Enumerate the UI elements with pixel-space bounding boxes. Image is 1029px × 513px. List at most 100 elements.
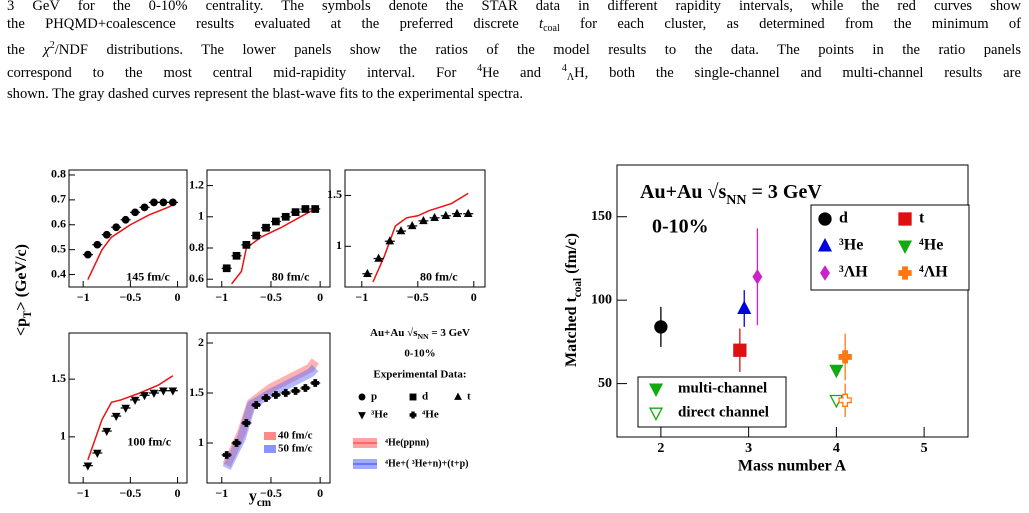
- marker: [363, 268, 372, 277]
- marker: [301, 384, 310, 392]
- marker: [291, 208, 300, 216]
- marker: [838, 393, 852, 407]
- legend-label: d: [839, 210, 848, 227]
- panel: 0.4 0.5 0.6 0.7 0.8 −1 −0.5 0 145 fm/c: [51, 167, 188, 304]
- y-tick-label: 0.7: [51, 192, 66, 206]
- marker: [281, 389, 290, 397]
- x-tick-label: 2: [657, 441, 664, 456]
- marker: [252, 231, 261, 240]
- x-tick-label: 5: [921, 441, 928, 456]
- legend-system: Au+Au √sNN = 3 GeV: [370, 327, 470, 342]
- marker: [130, 396, 140, 405]
- marker: [242, 419, 251, 427]
- chart-title-part: NN: [726, 193, 746, 208]
- caption-text: H, both the single-channel and multi-cha…: [574, 64, 1021, 81]
- marker: [168, 198, 177, 207]
- marker: [242, 241, 251, 249]
- x-axis-label: ycm: [249, 488, 272, 509]
- panel: 1 1.5 2 −1 −0.5 0 40 fm/c50 fm/c: [189, 332, 331, 500]
- marker: [430, 212, 439, 222]
- panel-label: 80 fm/c: [272, 269, 310, 283]
- y-tick-label: 2: [198, 335, 204, 349]
- y-tick-label: 1.5: [189, 385, 204, 399]
- y-axis-label-part: (fm/c): [563, 233, 580, 278]
- marker: [281, 212, 290, 221]
- caption: 3 GeV for the 0-10% centrality. The symb…: [7, 0, 1021, 104]
- marker: [111, 412, 121, 421]
- legend-system-part: Au+Au: [370, 327, 407, 339]
- x-tick-label: 0: [471, 290, 477, 304]
- panel-label: 145 fm/c: [126, 269, 170, 283]
- band-legend-label: 40 fm/c: [278, 430, 313, 442]
- caption-text: 4: [561, 62, 567, 74]
- marker: [454, 392, 462, 400]
- x-axis-label-part: cm: [257, 497, 272, 509]
- model-curve: [231, 208, 316, 285]
- x-tick-label: −0.5: [119, 486, 141, 500]
- y-axis-label-part: Matched t: [563, 297, 580, 367]
- y-axis-label-part: T: [22, 310, 34, 318]
- legend-heading: Experimental Data:: [373, 369, 466, 381]
- caption-text: the PHQMD+coalescence results evaluated …: [7, 15, 540, 32]
- caption-text: 2: [49, 40, 55, 52]
- legend-label: ⁴He: [422, 409, 439, 421]
- marker: [396, 226, 406, 235]
- chart-title-part: √s: [708, 181, 727, 203]
- marker: [733, 343, 747, 357]
- legend-label: ⁴ΛH: [919, 264, 948, 281]
- marker: [897, 240, 913, 254]
- caption-line: the χ2/NDF distributions. The lower pane…: [7, 37, 1021, 60]
- channel-legend-label: direct channel: [678, 404, 769, 420]
- legend-label: p: [371, 391, 377, 403]
- chart-title-part: = 3 GeV: [747, 181, 823, 203]
- marker: [648, 383, 664, 397]
- marker: [140, 203, 149, 212]
- marker: [820, 265, 830, 281]
- marker: [358, 393, 366, 401]
- panel-frame: [206, 169, 331, 288]
- marker: [752, 268, 763, 285]
- marker: [838, 350, 852, 364]
- marker: [159, 198, 168, 207]
- legend-label: ³ΛH: [839, 264, 868, 281]
- marker: [252, 401, 261, 409]
- marker: [272, 391, 280, 399]
- caption-text: for each cluster, as determined from the…: [559, 15, 1021, 32]
- marker: [898, 212, 912, 226]
- x-tick-label: 0: [175, 486, 181, 500]
- caption-line: the PHQMD+coalescence results evaluated …: [7, 16, 1021, 38]
- model-band: [222, 364, 319, 470]
- legend-label: ³He: [371, 409, 388, 421]
- y-tick-label: 0.6: [51, 217, 66, 231]
- marker: [93, 240, 102, 249]
- x-axis-label: Mass number A: [738, 458, 847, 475]
- marker: [452, 208, 462, 217]
- caption-text: 4: [477, 62, 483, 74]
- x-tick-label: 0: [317, 290, 323, 304]
- x-tick-label: −1: [215, 290, 228, 304]
- marker: [409, 393, 417, 401]
- marker: [419, 215, 428, 225]
- panel-frame: [344, 169, 486, 288]
- y-axis-label: <pT> (GeV/c): [13, 244, 34, 336]
- marker: [409, 411, 417, 419]
- y-axis-label-part: > (GeV/c): [13, 244, 30, 310]
- model-curve: [372, 192, 469, 283]
- marker: [168, 387, 178, 396]
- marker: [829, 364, 844, 379]
- y-tick-label: 0.6: [189, 271, 204, 285]
- channel-legend-box: [637, 376, 787, 428]
- legend-label: ⁴He+( ³He+n)+(t+p): [385, 458, 469, 469]
- caption-text: 3 GeV for the 0-10% centrality. The symb…: [7, 0, 1021, 14]
- x-tick-label: 0: [175, 290, 181, 304]
- marker: [272, 217, 280, 226]
- legend-system-part: = 3 GeV: [429, 327, 470, 339]
- marker: [262, 394, 270, 402]
- marker: [159, 387, 168, 396]
- caption-text: the: [7, 42, 44, 59]
- marker: [817, 238, 833, 252]
- caption-line: shown. The gray dashed curves represent …: [7, 86, 1021, 104]
- channel-legend-label: multi-channel: [678, 380, 767, 396]
